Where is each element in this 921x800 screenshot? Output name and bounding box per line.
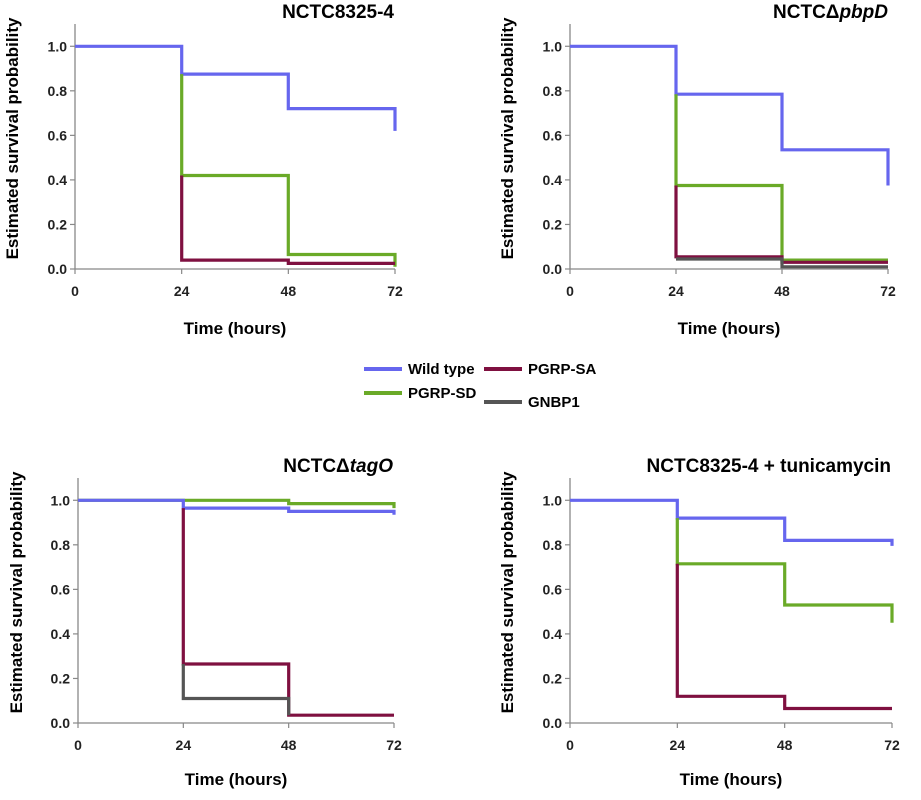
series-line-pgrp-sa: [674, 185, 888, 264]
series-line-pgrp-sa: [180, 175, 395, 265]
x-axis-label: Time (hours): [678, 319, 781, 338]
x-tick-label: 72: [880, 283, 896, 299]
x-tick-label: 24: [174, 283, 190, 299]
series-line-pgrp-sd: [674, 94, 888, 262]
chart-panel-2: 0.0 0.2 0.4 0.6 0.8 1.0 0 24 48 72 Time (hours) Est…: [498, 2, 896, 338]
series-line-gnbp1: [676, 257, 888, 269]
y-tick-label: 0.2: [543, 216, 563, 232]
x-tick-label: 0: [566, 283, 574, 299]
y-tick-label: 1.0: [48, 38, 68, 54]
x-axis-label: Time (hours): [680, 770, 783, 789]
legend-label: GNBP1: [528, 394, 580, 411]
y-axis-label: Estimated survival probability: [3, 17, 22, 259]
y-tick-label: 1.0: [543, 38, 563, 54]
x-tick-label: 24: [176, 737, 192, 753]
y-tick-label: 1.0: [51, 492, 71, 508]
x-tick-label: 0: [566, 737, 574, 753]
legend-label: PGRP-SA: [528, 361, 597, 378]
series-line-pgrp-sd: [78, 498, 396, 509]
x-tick-label: 0: [71, 283, 79, 299]
x-tick-label: 48: [281, 737, 297, 753]
y-tick-label: 0.6: [543, 581, 563, 597]
series-line-pgrp-sa: [675, 563, 892, 711]
x-tick-label: 24: [670, 737, 686, 753]
y-tick-label: 0.8: [543, 83, 563, 99]
y-tick-label: 0.6: [543, 127, 563, 143]
y-axis-label: Estimated survival probability: [7, 471, 26, 713]
series-line-wild-type: [570, 44, 890, 186]
y-tick-label: 0.4: [543, 172, 563, 188]
y-tick-label: 0.8: [543, 537, 563, 553]
y-tick-label: 0.8: [48, 83, 68, 99]
legend-item: GNBP1: [484, 394, 580, 411]
y-tick-label: 0.2: [51, 670, 71, 686]
x-axis-label: Time (hours): [184, 319, 287, 338]
legend-label: Wild type: [408, 361, 475, 378]
series-line-gnbp1: [181, 664, 291, 716]
series-line-wild-type: [75, 44, 397, 131]
legend-label: PGRP-SD: [408, 385, 477, 402]
x-tick-label: 72: [884, 737, 900, 753]
y-tick-label: 0.8: [51, 537, 71, 553]
y-tick-label: 1.0: [543, 492, 563, 508]
y-axis-label: Estimated survival probability: [498, 471, 517, 713]
x-tick-label: 48: [281, 283, 297, 299]
series-line-pgrp-sd: [180, 74, 397, 267]
panel-title: NCTC8325-4: [282, 2, 394, 23]
chart-panels: 0.0 0.2 0.4 0.6 0.8 1.0 0 24 48 72 Time (hours) Est…: [3, 2, 900, 789]
y-tick-label: 0.4: [51, 626, 71, 642]
chart-panel-4: 0.0 0.2 0.4 0.6 0.8 1.0 0 24 48 72 Time (hours) Est…: [498, 456, 900, 789]
x-tick-label: 48: [777, 737, 793, 753]
x-tick-label: 48: [774, 283, 790, 299]
y-tick-label: 0.6: [48, 127, 68, 143]
y-tick-label: 0.0: [51, 715, 71, 731]
x-tick-label: 0: [74, 737, 82, 753]
y-axis-label: Estimated survival probability: [498, 17, 517, 259]
x-tick-label: 72: [386, 737, 402, 753]
series-line-wild-type: [570, 498, 894, 546]
y-tick-label: 0.6: [51, 581, 71, 597]
chart-panel-3: 0.0 0.2 0.4 0.6 0.8 1.0 0 24 48 72 Time (hours) Est…: [7, 456, 402, 789]
series-line-pgrp-sa: [181, 508, 394, 717]
y-tick-label: 0.0: [543, 715, 563, 731]
series-line-pgrp-sd: [675, 518, 894, 623]
legend-item: PGRP-SD: [364, 385, 477, 402]
y-tick-label: 0.0: [48, 261, 68, 277]
legend: Wild type PGRP-SA PGRP-SD GNBP1: [364, 361, 597, 411]
legend-item: PGRP-SA: [484, 361, 597, 378]
series-line-wild-type: [78, 498, 396, 515]
x-axis-label: Time (hours): [185, 770, 288, 789]
legend-item: Wild type: [364, 361, 475, 378]
y-tick-label: 0.2: [48, 216, 68, 232]
x-tick-label: 24: [668, 283, 684, 299]
x-tick-label: 72: [387, 283, 403, 299]
panel-title: NCTC8325-4 + tunicamycin: [647, 456, 891, 477]
y-tick-label: 0.2: [543, 670, 563, 686]
y-tick-label: 0.0: [543, 261, 563, 277]
panel-title: NCTCΔpbpD: [773, 2, 888, 23]
chart-panel-1: 0.0 0.2 0.4 0.6 0.8 1.0 0 24 48 72 Time (hours) Est…: [3, 2, 403, 338]
panel-title: NCTCΔtagO: [283, 456, 393, 477]
y-tick-label: 0.4: [543, 626, 563, 642]
y-tick-label: 0.4: [48, 172, 68, 188]
